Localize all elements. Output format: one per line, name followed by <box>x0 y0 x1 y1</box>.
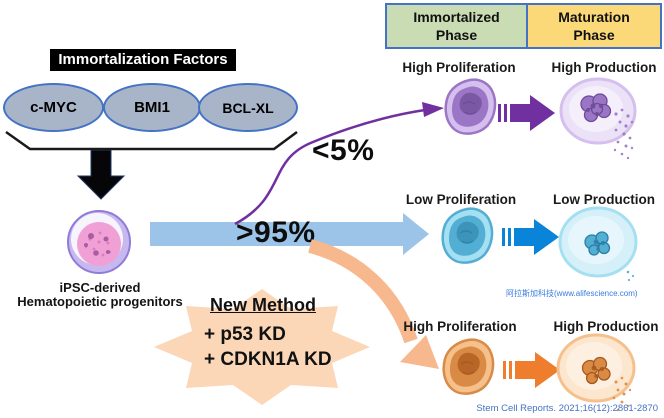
row3-proliferation-cell <box>442 338 495 395</box>
row2-proliferation-label: Low Proliferation <box>405 192 517 207</box>
immortalization-factors-title: Immortalization Factors <box>50 49 236 71</box>
immortalized-phase-line2: Phase <box>435 27 478 43</box>
immortalized-phase-header: Immortalized Phase <box>385 3 528 49</box>
grouping-bracket <box>5 130 298 151</box>
row1-production-label: High Production <box>551 60 657 75</box>
minor-branch-curve-arrow <box>234 102 444 226</box>
row1-production-cell <box>559 77 637 160</box>
down-arrow-icon <box>76 150 126 200</box>
row3-production-cell <box>556 333 636 412</box>
row3-maturation-arrow-icon <box>503 352 560 388</box>
immortalized-phase-line1: Immortalized <box>413 9 500 25</box>
row2-maturation-arrow-icon <box>502 219 559 255</box>
ipsc-cell-label: iPSC-derived Hematopoietic progenitors <box>2 281 198 309</box>
maturation-phase-line1: Maturation <box>558 9 630 25</box>
factor-ellipse-cmyc: c-MYC <box>3 83 104 132</box>
ipsc-cell-label-line1: iPSC-derived <box>59 280 141 295</box>
new-method-item-cdkn1a: + CDKN1A KD <box>204 349 332 370</box>
row2-production-label: Low Production <box>553 192 655 207</box>
new-method-burst <box>154 289 370 405</box>
citation-text: Stem Cell Reports. 2021;16(12):2861-2870 <box>476 403 658 414</box>
new-method-title: New Method <box>210 295 316 315</box>
row1-proliferation-cell <box>444 78 497 135</box>
factor-ellipse-bmi1: BMI1 <box>103 83 201 132</box>
row2-proliferation-cell <box>441 207 494 264</box>
major-branch-percentage: >95% <box>236 216 316 249</box>
row3-production-label: High Production <box>553 319 659 334</box>
new-method-curve-arrow <box>308 239 439 369</box>
row3-proliferation-label: High Proliferation <box>403 319 517 334</box>
row1-maturation-arrow-icon <box>498 95 555 131</box>
factor-ellipse-bclxl: BCL-XL <box>198 83 298 132</box>
ipsc-cell-illustration <box>67 210 131 274</box>
row2-production-cell <box>558 206 638 282</box>
ipsc-cell-label-line2: Hematopoietic progenitors <box>17 294 183 309</box>
new-method-item-p53: + p53 KD <box>204 324 286 345</box>
maturation-phase-header: Maturation Phase <box>526 3 662 49</box>
major-branch-arrow <box>150 213 429 255</box>
row1-proliferation-label: High Proliferation <box>402 60 516 75</box>
site-watermark: 阿拉斯加科技(www.alifescience.com) <box>506 289 638 298</box>
maturation-phase-line2: Phase <box>573 27 615 43</box>
minor-branch-percentage: <5% <box>312 134 375 167</box>
